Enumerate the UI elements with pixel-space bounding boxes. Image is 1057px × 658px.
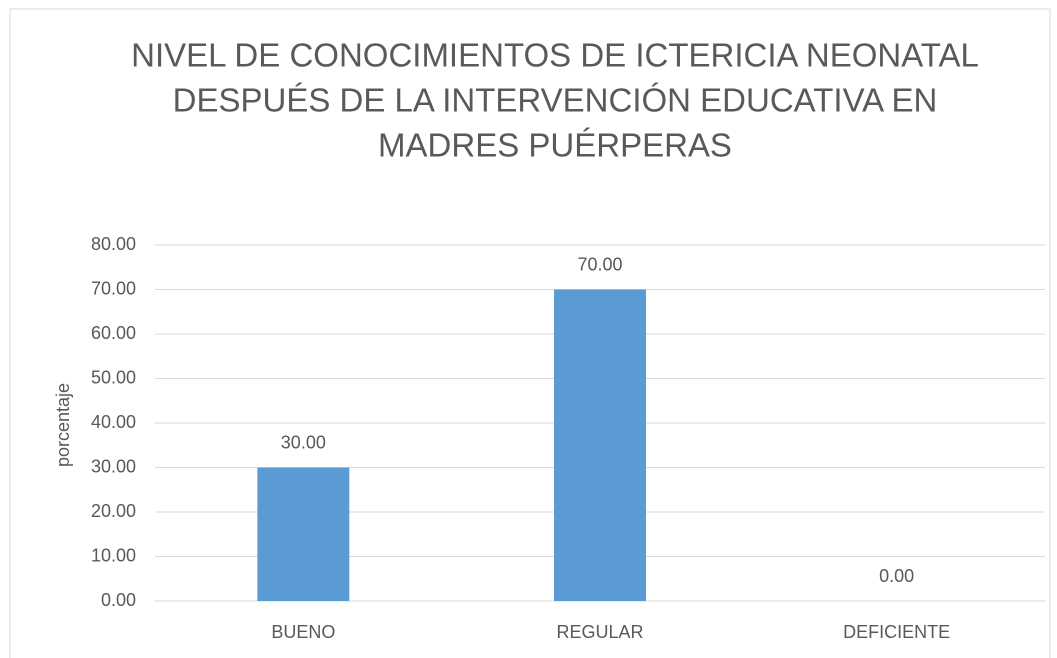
y-tick-label: 70.00 [91,278,136,298]
data-label: 30.00 [281,432,326,452]
y-tick-label: 0.00 [101,590,136,610]
y-tick-label: 60.00 [91,323,136,343]
x-tick-label: DEFICIENTE [843,622,950,642]
chart-title: MADRES PUÉRPERAS [378,127,732,164]
chart-title: DESPUÉS DE LA INTERVENCIÓN EDUCATIVA EN [173,82,938,119]
chart-title: NIVEL DE CONOCIMIENTOS DE ICTERICIA NEON… [131,37,979,74]
y-axis-label: porcentaje [53,383,73,467]
x-tick-label: REGULAR [556,622,643,642]
y-tick-label: 10.00 [91,545,136,565]
y-tick-label: 20.00 [91,501,136,521]
y-tick-label: 40.00 [91,412,136,432]
y-tick-label: 50.00 [91,367,136,387]
y-tick-label: 30.00 [91,456,136,476]
data-label: 70.00 [577,254,622,274]
data-label: 0.00 [879,566,914,586]
bar [554,289,646,601]
y-tick-label: 80.00 [91,234,136,254]
bar [257,467,350,601]
x-tick-label: BUENO [271,622,335,642]
